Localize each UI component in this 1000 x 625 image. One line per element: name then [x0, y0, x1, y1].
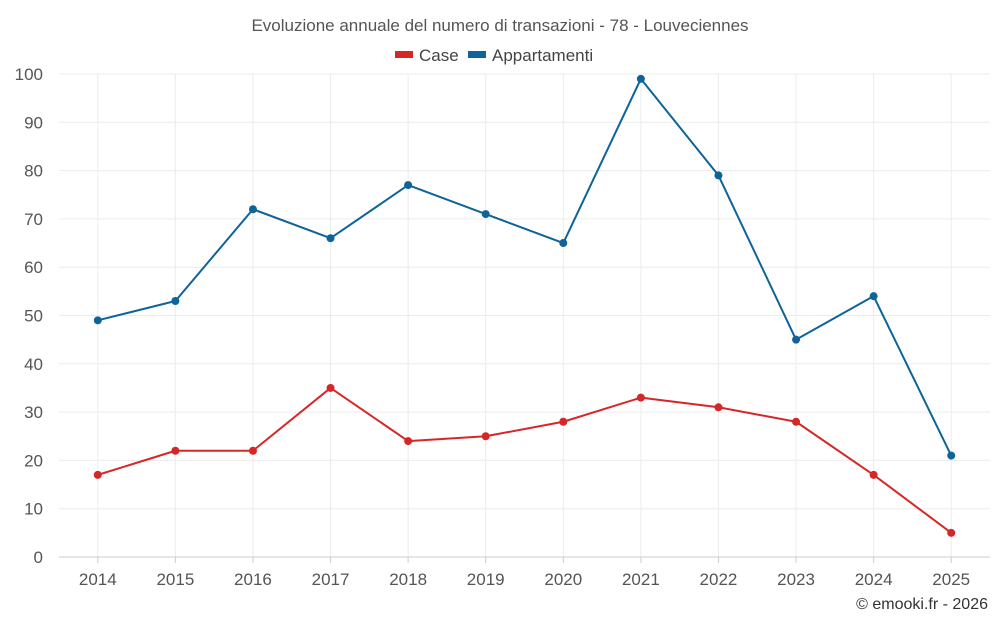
series-line-case [97, 386, 952, 534]
legend-swatch-appartamenti [468, 51, 486, 58]
y-tick-label: 40 [24, 355, 43, 374]
data-point-case[interactable] [171, 446, 180, 455]
legend-label-case: Case [419, 46, 459, 65]
data-point-appartamenti[interactable] [559, 239, 568, 248]
series-appartamenti [93, 74, 956, 460]
y-tick-label: 100 [15, 65, 43, 84]
data-point-appartamenti[interactable] [171, 297, 180, 306]
y-tick-label: 50 [24, 307, 43, 326]
y-tick-label: 60 [24, 258, 43, 277]
y-tick-label: 30 [24, 403, 43, 422]
y-tick-label: 0 [34, 548, 43, 567]
y-tick-label: 90 [24, 113, 43, 132]
data-point-case[interactable] [869, 470, 878, 479]
x-tick-label: 2016 [234, 570, 272, 589]
data-point-case[interactable] [559, 417, 568, 426]
data-point-case[interactable] [792, 417, 801, 426]
series-case [93, 383, 956, 537]
data-point-appartamenti[interactable] [792, 335, 801, 344]
data-point-case[interactable] [636, 393, 645, 402]
x-tick-label: 2019 [467, 570, 505, 589]
legend-swatch-case [395, 51, 413, 58]
data-point-appartamenti[interactable] [248, 205, 257, 214]
series-group [93, 74, 956, 537]
x-tick-label: 2021 [622, 570, 660, 589]
y-tick-label: 20 [24, 451, 43, 470]
data-point-appartamenti[interactable] [481, 210, 490, 219]
y-axis-ticks: 0 10 20 30 40 50 60 70 80 90 100 [15, 65, 43, 567]
data-point-appartamenti[interactable] [947, 451, 956, 460]
data-point-case[interactable] [326, 383, 335, 392]
data-point-case[interactable] [93, 470, 102, 479]
data-point-appartamenti[interactable] [714, 171, 723, 180]
x-tick-label: 2015 [156, 570, 194, 589]
legend: Case Appartamenti [395, 46, 593, 65]
gridlines [59, 73, 990, 557]
data-point-case[interactable] [248, 446, 257, 455]
data-point-appartamenti[interactable] [93, 316, 102, 325]
data-point-case[interactable] [481, 432, 490, 441]
y-tick-label: 10 [24, 500, 43, 519]
legend-item-case[interactable]: Case [395, 46, 459, 65]
data-point-case[interactable] [947, 528, 956, 537]
y-tick-label: 70 [24, 210, 43, 229]
data-point-appartamenti[interactable] [404, 181, 413, 190]
x-tick-label: 2017 [312, 570, 350, 589]
chart-title: Evoluzione annuale del numero di transaz… [251, 16, 748, 35]
data-point-case[interactable] [404, 437, 413, 446]
series-line-appartamenti [97, 77, 953, 457]
data-point-appartamenti[interactable] [636, 74, 645, 83]
data-point-appartamenti[interactable] [869, 292, 878, 301]
data-point-case[interactable] [714, 403, 723, 412]
y-tick-label: 80 [24, 162, 43, 181]
x-tick-label: 2024 [855, 570, 893, 589]
x-tick-label: 2014 [79, 570, 117, 589]
credit-text: © emooki.fr - 2026 [856, 596, 988, 613]
x-tick-label: 2023 [777, 570, 815, 589]
legend-item-appartamenti[interactable]: Appartamenti [468, 46, 593, 65]
x-tick-label: 2018 [389, 570, 427, 589]
data-point-appartamenti[interactable] [326, 234, 335, 243]
x-axis-ticks: 2014 2015 2016 2017 2018 2019 2020 2021 2022 2023… [79, 557, 970, 589]
x-tick-label: 2022 [700, 570, 738, 589]
legend-label-appartamenti: Appartamenti [492, 46, 593, 65]
x-tick-label: 2025 [932, 570, 970, 589]
x-tick-label: 2020 [544, 570, 582, 589]
